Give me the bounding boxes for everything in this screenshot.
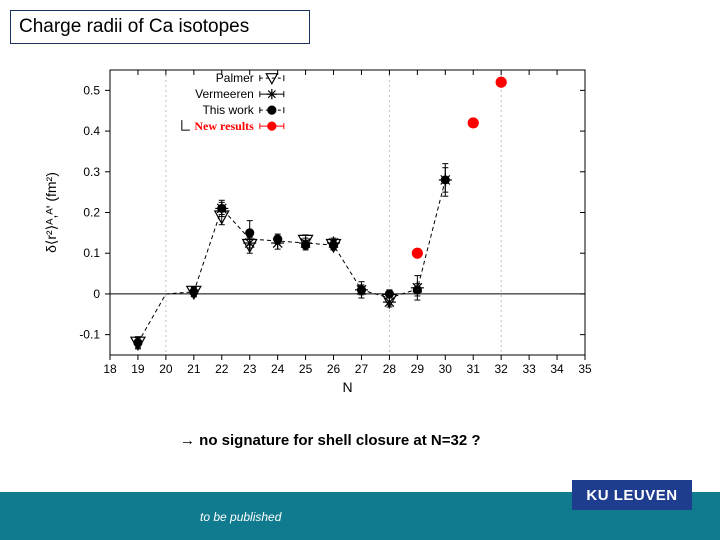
svg-text:33: 33 bbox=[522, 362, 536, 376]
svg-text:New results: New results bbox=[194, 119, 254, 133]
svg-text:0.5: 0.5 bbox=[83, 83, 100, 97]
svg-text:23: 23 bbox=[243, 362, 257, 376]
svg-text:34: 34 bbox=[550, 362, 564, 376]
svg-text:29: 29 bbox=[411, 362, 425, 376]
footer-note: to be published bbox=[200, 510, 281, 524]
svg-text:22: 22 bbox=[215, 362, 229, 376]
svg-text:0.1: 0.1 bbox=[83, 246, 100, 260]
logo-text: KU LEUVEN bbox=[586, 487, 677, 504]
svg-text:31: 31 bbox=[467, 362, 481, 376]
chart-container: 18 19 20 21 22 23 24 25 26 27 28 29 30 31 32 33 34 35 -0.1… bbox=[40, 60, 600, 400]
svg-text:0.2: 0.2 bbox=[83, 206, 100, 220]
svg-text:Vermeeren: Vermeeren bbox=[195, 87, 254, 101]
svg-text:25: 25 bbox=[299, 362, 313, 376]
slide: Charge radii of Ca isotopes 18 19 20 21 22 23… bbox=[0, 0, 720, 540]
page-title: Charge radii of Ca isotopes bbox=[19, 16, 249, 38]
svg-text:This work: This work bbox=[202, 103, 254, 117]
svg-text:26: 26 bbox=[327, 362, 341, 376]
svg-text:0.3: 0.3 bbox=[83, 165, 100, 179]
svg-text:-0.1: -0.1 bbox=[79, 328, 100, 342]
svg-text:24: 24 bbox=[271, 362, 285, 376]
svg-text:30: 30 bbox=[439, 362, 453, 376]
conclusion-text: → no signature for shell closure at N=32… bbox=[180, 432, 481, 449]
title-box: Charge radii of Ca isotopes bbox=[10, 10, 310, 44]
svg-text:0: 0 bbox=[93, 287, 100, 301]
svg-text:Palmer: Palmer bbox=[216, 71, 254, 85]
svg-text:N: N bbox=[342, 379, 352, 395]
svg-text:0.4: 0.4 bbox=[83, 124, 100, 138]
svg-text:20: 20 bbox=[159, 362, 173, 376]
svg-text:35: 35 bbox=[578, 362, 592, 376]
svg-text:32: 32 bbox=[494, 362, 508, 376]
svg-text:19: 19 bbox=[131, 362, 145, 376]
svg-text:27: 27 bbox=[355, 362, 369, 376]
svg-text:18: 18 bbox=[103, 362, 117, 376]
svg-text:28: 28 bbox=[383, 362, 397, 376]
svg-text:δ⟨r²⟩ᴬ,ᴬ' (fm²): δ⟨r²⟩ᴬ,ᴬ' (fm²) bbox=[43, 172, 59, 253]
scatter-chart: 18 19 20 21 22 23 24 25 26 27 28 29 30 31 32 33 34 35 -0.1… bbox=[40, 60, 600, 400]
university-logo: KU LEUVEN bbox=[572, 480, 692, 510]
svg-text:21: 21 bbox=[187, 362, 201, 376]
